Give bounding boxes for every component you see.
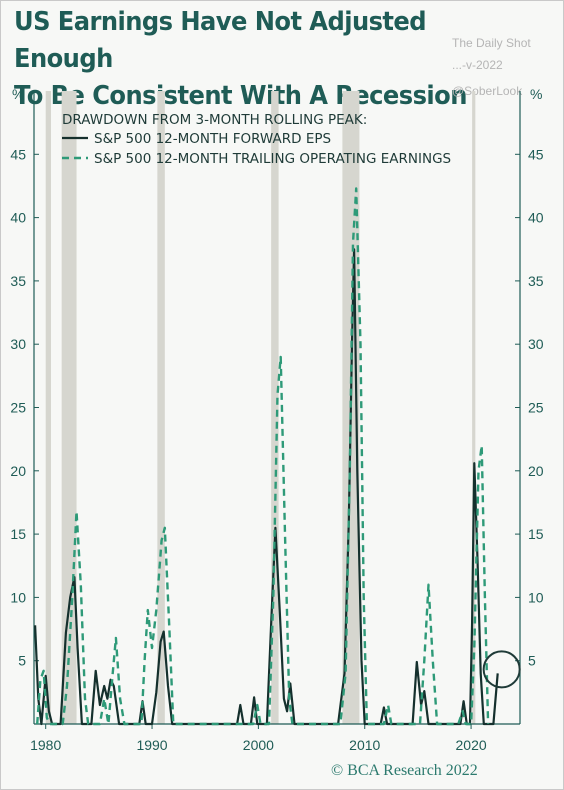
series-line-trailing-earnings bbox=[36, 187, 490, 726]
footer-credit: © BCA Research 2022 bbox=[331, 762, 478, 779]
y-tick-label-left-15: 15 bbox=[10, 526, 26, 542]
legend-label-trailing-earnings: S&P 500 12-MONTH TRAILING OPERATING EARN… bbox=[94, 151, 451, 167]
recession-band-2 bbox=[157, 91, 165, 724]
y-tick-label-right-40: 40 bbox=[528, 210, 544, 226]
y-tick-label-right-30: 30 bbox=[528, 336, 544, 352]
y-tick-label-right-25: 25 bbox=[528, 400, 544, 416]
y-unit-right: % bbox=[530, 86, 542, 102]
y-tick-label-left-20: 20 bbox=[10, 463, 26, 479]
x-tick-label-2010: 2010 bbox=[349, 737, 380, 753]
legend-label-forward-eps: S&P 500 12-MONTH FORWARD EPS bbox=[94, 131, 331, 147]
chart-title-line-1: US Earnings Have Not Adjusted Enough bbox=[14, 7, 427, 74]
y-tick-label-right-20: 20 bbox=[528, 463, 544, 479]
recession-band-5 bbox=[472, 91, 476, 724]
x-tick-label-1990: 1990 bbox=[136, 737, 167, 753]
y-tick-label-left-25: 25 bbox=[10, 400, 26, 416]
y-tick-label-left-10: 10 bbox=[10, 589, 26, 605]
y-tick-label-left-40: 40 bbox=[10, 210, 26, 226]
recession-band-0 bbox=[45, 91, 52, 724]
y-tick-label-right-5: 5 bbox=[528, 653, 536, 669]
chart-title: US Earnings Have Not Adjusted Enough To … bbox=[14, 4, 516, 115]
y-tick-label-right-45: 45 bbox=[528, 146, 544, 162]
y-tick-label-right-15: 15 bbox=[528, 526, 544, 542]
y-unit-left: % bbox=[12, 86, 24, 102]
highlight-circle bbox=[482, 650, 521, 689]
y-tick-label-right-35: 35 bbox=[528, 273, 544, 289]
recession-band-1 bbox=[61, 91, 77, 724]
x-tick-label-1980: 1980 bbox=[30, 737, 61, 753]
x-tick-label-2020: 2020 bbox=[456, 737, 487, 753]
y-tick-label-left-35: 35 bbox=[10, 273, 26, 289]
y-tick-label-right-10: 10 bbox=[528, 589, 544, 605]
y-tick-label-left-5: 5 bbox=[18, 653, 26, 669]
legend-title: DRAWDOWN FROM 3-MONTH ROLLING PEAK: bbox=[62, 112, 367, 128]
series-line-forward-eps bbox=[34, 248, 499, 726]
watermark-handle: @SoberLook bbox=[452, 84, 523, 98]
y-tick-label-left-45: 45 bbox=[10, 146, 26, 162]
y-tick-label-left-30: 30 bbox=[10, 336, 26, 352]
watermark-source: The Daily Shot bbox=[452, 36, 531, 50]
chart-title-line-2: To Be Consistent With A Recession bbox=[14, 81, 467, 111]
watermark-date: ...-v-2022 bbox=[452, 58, 503, 72]
x-tick-label-2000: 2000 bbox=[243, 737, 274, 753]
recession-band-3 bbox=[271, 91, 279, 724]
